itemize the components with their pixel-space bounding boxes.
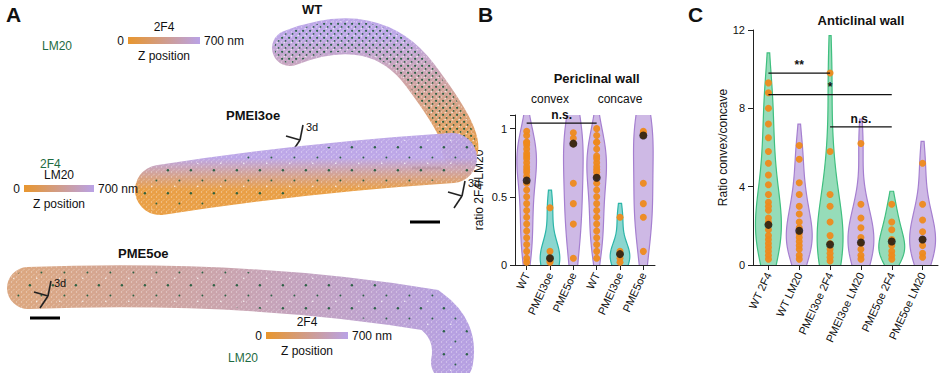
svg-text:Anticlinal wall: Anticlinal wall [818,13,905,28]
svg-text:ratio 2F4/LM20: ratio 2F4/LM20 [472,149,486,230]
svg-text:2F4: 2F4 [154,20,175,34]
svg-text:PMEI3oe: PMEI3oe [525,270,556,317]
svg-text:LM20: LM20 [42,39,72,53]
svg-text:PME5oe 2F4: PME5oe 2F4 [859,270,898,334]
svg-text:LM20: LM20 [44,168,74,182]
svg-text:0: 0 [501,259,507,271]
svg-text:Periclinal wall: Periclinal wall [554,71,640,86]
svg-text:n.s.: n.s. [551,108,572,122]
svg-text:4: 4 [739,181,745,193]
svg-text:0: 0 [739,259,745,271]
svg-text:Z position: Z position [33,197,85,211]
svg-text:PME5oe: PME5oe [620,270,649,313]
svg-text:700 nm: 700 nm [352,329,392,343]
svg-text:3d: 3d [54,277,66,289]
svg-text:WT: WT [514,270,532,291]
svg-text:WT: WT [584,270,602,291]
svg-text:12: 12 [733,24,745,36]
svg-text:0.5: 0.5 [492,191,507,203]
svg-text:700 nm: 700 nm [204,34,244,48]
svg-text:PMEI3oe: PMEI3oe [595,270,626,317]
svg-text:A: A [6,3,21,26]
svg-text:PMEI3oe 2F4: PMEI3oe 2F4 [796,270,836,337]
svg-text:n.s.: n.s. [851,112,872,126]
svg-text:C: C [688,3,703,26]
svg-text:8: 8 [739,102,745,114]
svg-text:700 nm: 700 nm [98,182,138,196]
svg-text:PME5oe: PME5oe [118,246,169,261]
svg-text:0: 0 [13,182,20,196]
svg-text:WT LM20: WT LM20 [774,270,805,318]
svg-text:**: ** [795,58,805,72]
svg-text:WT: WT [302,2,322,17]
svg-text:0: 0 [117,34,124,48]
svg-text:concave: concave [598,92,643,106]
svg-text:Ratio convex/concave: Ratio convex/concave [716,88,730,206]
svg-text:PME5oe LM20: PME5oe LM20 [886,270,928,341]
svg-text:3d: 3d [468,177,480,189]
svg-text:1: 1 [501,123,507,135]
svg-text:PMEI3oe: PMEI3oe [226,108,280,123]
svg-text:B: B [478,3,493,26]
svg-text:PME5oe: PME5oe [550,270,579,313]
svg-text:2F4: 2F4 [297,315,318,329]
svg-text:*: * [828,80,833,94]
svg-text:2F4: 2F4 [40,157,61,171]
svg-text:LM20: LM20 [228,351,258,365]
svg-text:3d: 3d [306,121,318,133]
svg-text:PMEI3oe LM20: PMEI3oe LM20 [823,270,866,344]
svg-text:Z position: Z position [281,344,333,358]
svg-text:Z position: Z position [138,49,190,63]
svg-text:0: 0 [255,329,262,343]
svg-text:convex: convex [531,92,569,106]
svg-text:WT 2F4: WT 2F4 [747,270,774,310]
